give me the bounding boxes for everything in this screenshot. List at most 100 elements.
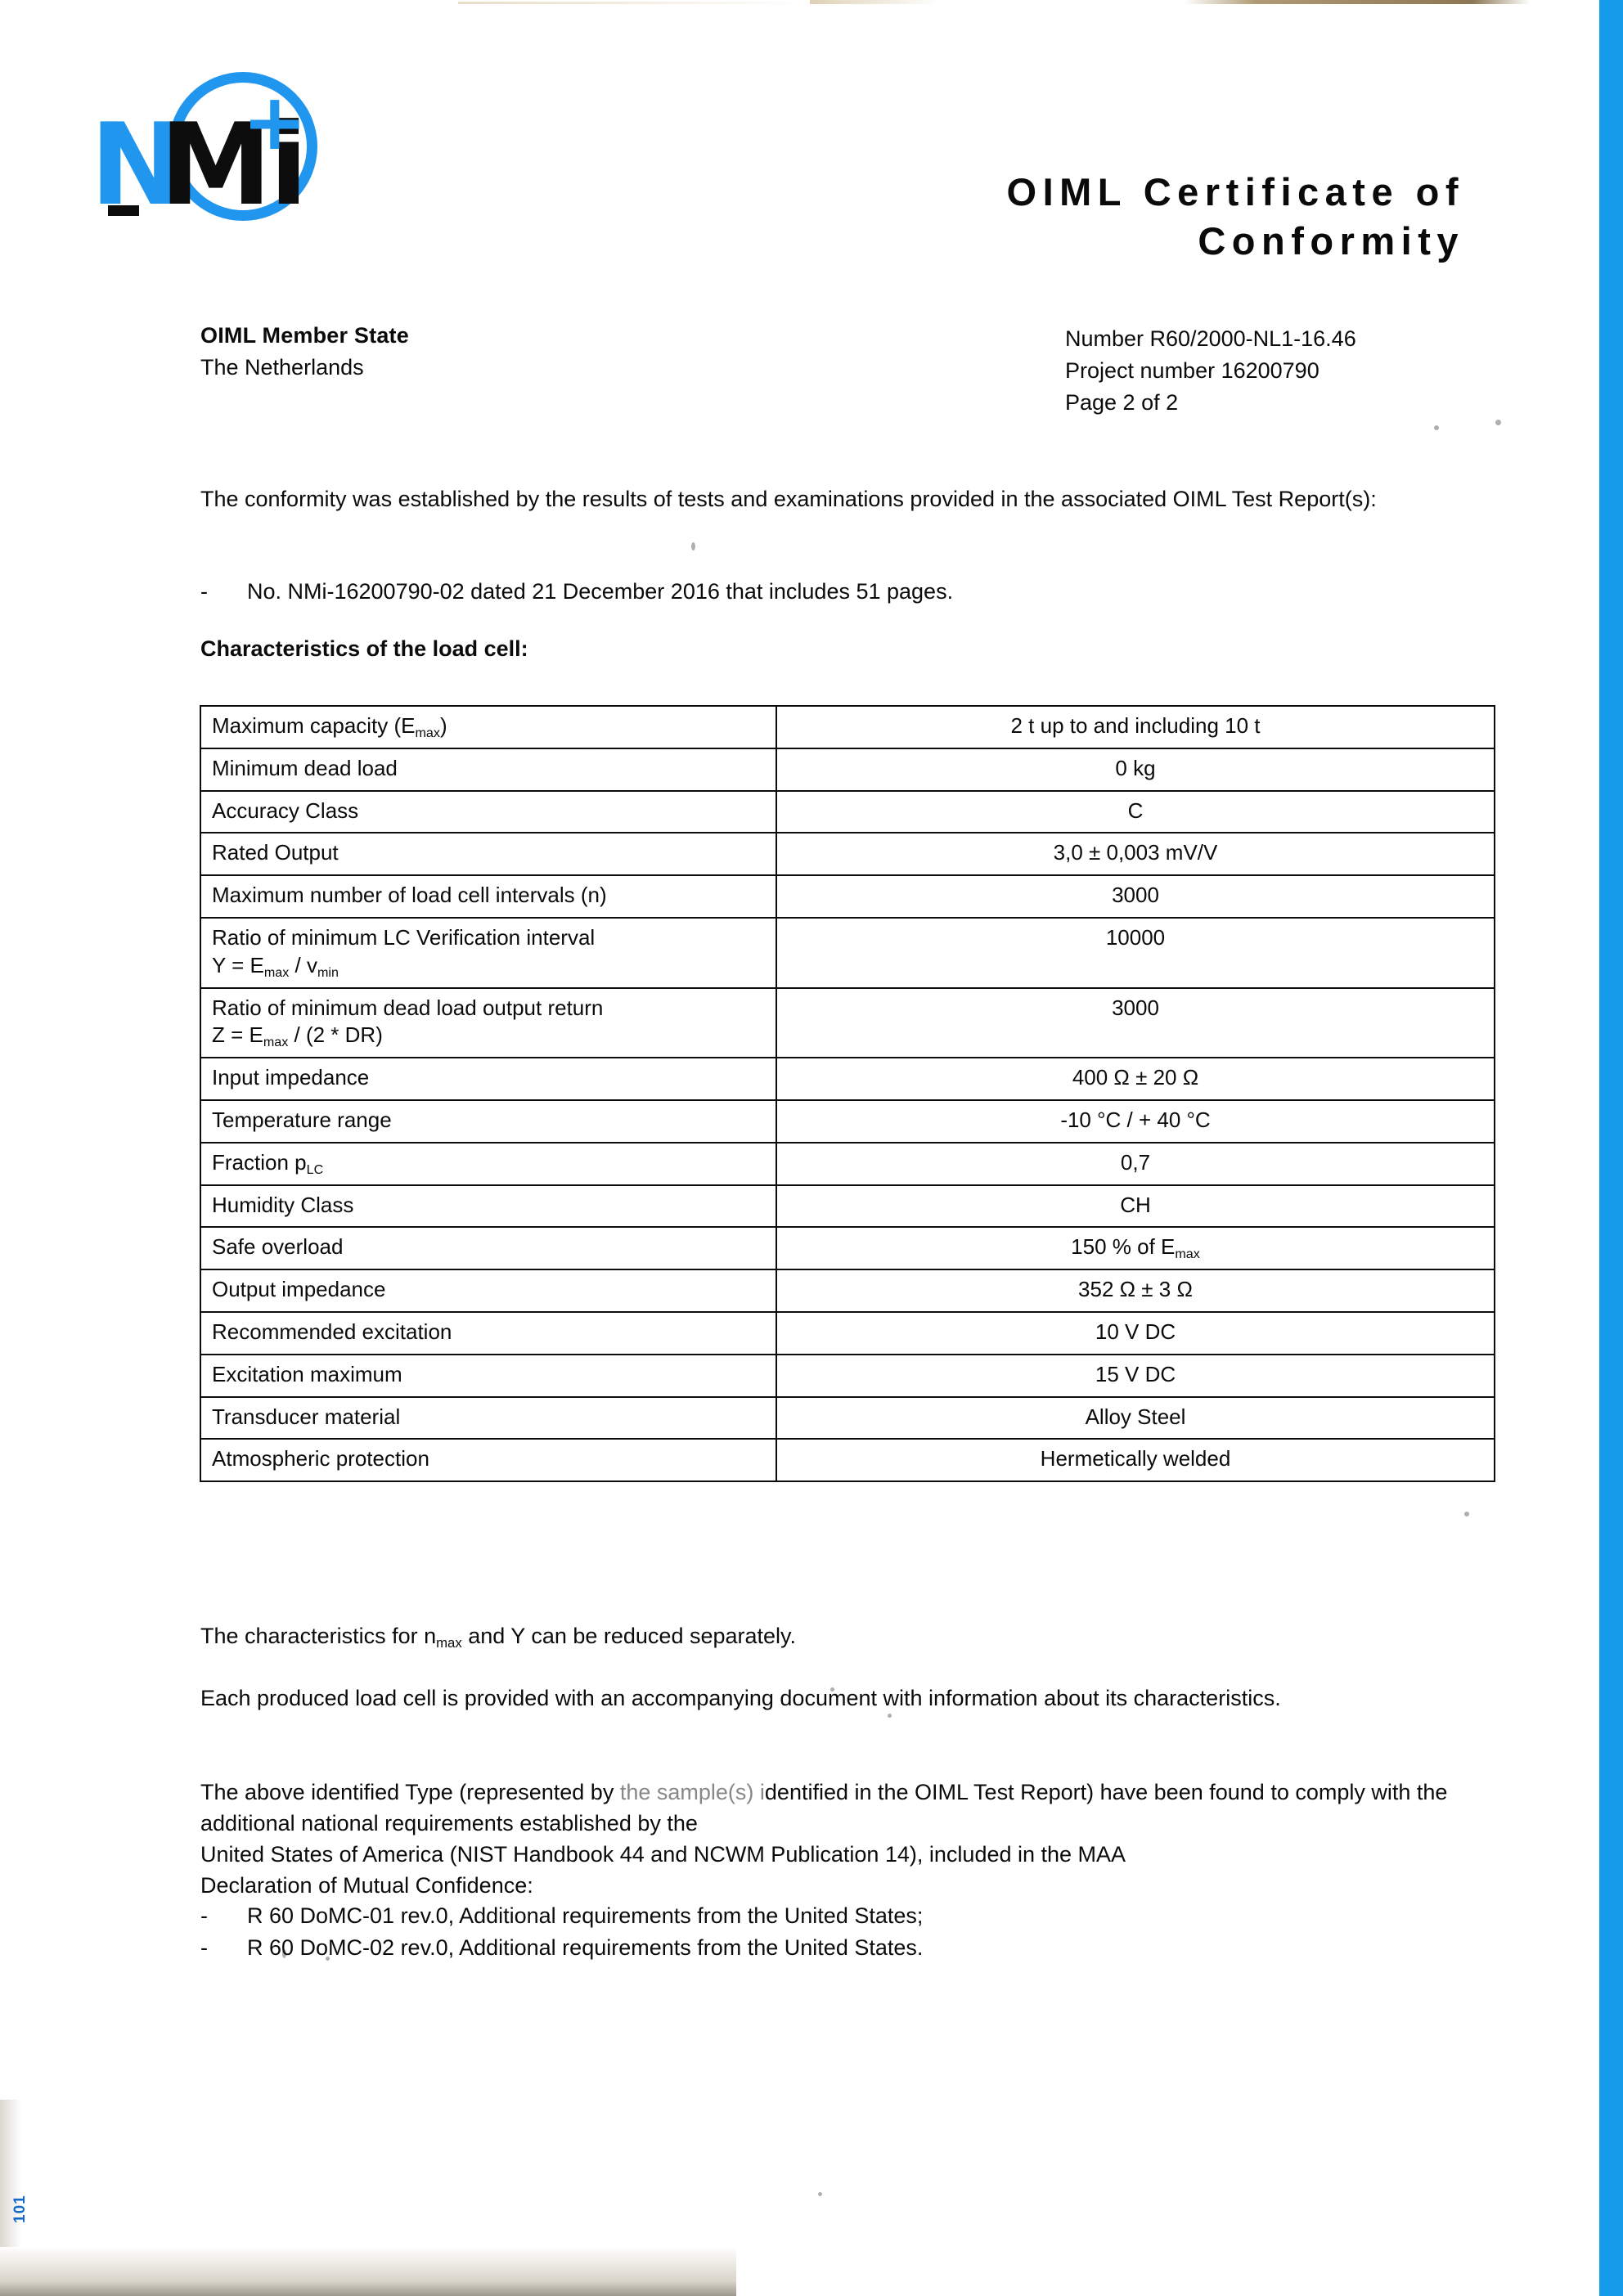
table-cell-value: 3,0 ± 0,003 mV/V bbox=[776, 832, 1495, 877]
list-dash: - bbox=[200, 1935, 208, 1961]
table-cell-characteristic: Fraction pLC bbox=[200, 1141, 777, 1186]
blue-edge-bar bbox=[1599, 0, 1623, 2296]
list-dash: - bbox=[200, 1903, 208, 1928]
table-cell-characteristic: Humidity Class bbox=[200, 1184, 777, 1229]
table-cell-characteristic: Rated Output bbox=[200, 832, 777, 877]
note-reduced-separately: The characteristics for nmax and Y can b… bbox=[200, 1621, 1436, 1652]
table-row: Ratio of minimum dead load output return… bbox=[200, 986, 1495, 1059]
note-reduced-pre: The characteristics for n bbox=[200, 1624, 437, 1648]
table-row: Humidity Class CH bbox=[200, 1184, 1495, 1229]
table-cell-value: Hermetically welded bbox=[776, 1438, 1495, 1483]
table-cell-value: 0,7 bbox=[776, 1141, 1495, 1186]
note-reduced-post: and Y can be reduced separately. bbox=[461, 1624, 797, 1648]
table-cell-value: -10 °C / + 40 °C bbox=[776, 1099, 1495, 1144]
table-cell-characteristic: Safe overload bbox=[200, 1226, 777, 1271]
table-row: Temperature range -10 °C / + 40 °C bbox=[200, 1099, 1495, 1144]
maa-line4: Declaration of Mutual Confidence: bbox=[200, 1873, 533, 1898]
maa-line2: found to comply with the additional nati… bbox=[200, 1780, 1448, 1836]
table-cell-characteristic: Minimum dead load bbox=[200, 747, 777, 792]
table-row: Output impedance 352 Ω ± 3 Ω bbox=[200, 1269, 1495, 1313]
scan-speck bbox=[818, 2192, 822, 2196]
table-row: Maximum capacity (Emax) 2 t up to and inc… bbox=[200, 705, 1495, 749]
table-cell-characteristic: Transducer material bbox=[200, 1395, 777, 1440]
table-cell-characteristic: Ratio of minimum LC Verification interva… bbox=[200, 916, 777, 989]
certificate-meta: Number R60/2000-NL1-16.46 Project number… bbox=[1065, 323, 1356, 419]
logo-letter-n: N bbox=[90, 99, 184, 231]
table-cell-characteristic: Temperature range bbox=[200, 1099, 777, 1144]
list-item: - R 60 DoMC-02 rev.0, Additional requirem… bbox=[200, 1932, 1452, 1964]
table-row: Recommended excitation 10 V DC bbox=[200, 1310, 1495, 1355]
table-cell-value: 10000 bbox=[776, 916, 1495, 989]
table-cell-characteristic: Ratio of minimum dead load output return… bbox=[200, 986, 777, 1059]
maa-item-2-text: R 60 DoMC-02 rev.0, Additional requireme… bbox=[247, 1935, 924, 1961]
maa-requirements-list: - R 60 DoMC-01 rev.0, Additional requirem… bbox=[200, 1900, 1452, 1964]
page-number: Page 2 of 2 bbox=[1065, 389, 1179, 415]
table-cell-characteristic: Accuracy Class bbox=[200, 789, 777, 834]
page-title: OIML Certificate of Conformity bbox=[573, 168, 1464, 266]
corner-page-mark: 101 bbox=[11, 2195, 29, 2223]
scan-speck bbox=[830, 1687, 834, 1692]
table-row: Rated Output 3,0 ± 0,003 mV/V bbox=[200, 832, 1495, 877]
table-row: Accuracy Class C bbox=[200, 789, 1495, 834]
table-cell-value: 10 V DC bbox=[776, 1310, 1495, 1355]
table-cell-value: 352 Ω ± 3 Ω bbox=[776, 1269, 1495, 1313]
scan-speck bbox=[282, 1949, 286, 1958]
member-state-label: OIML Member State bbox=[200, 323, 409, 348]
table-cell-characteristic: Input impedance bbox=[200, 1057, 777, 1101]
nmi-logo: N Mi + bbox=[90, 61, 317, 231]
note-accompanying-document: Each produced load cell is provided with… bbox=[200, 1686, 1281, 1710]
logo-dash-icon bbox=[108, 205, 139, 216]
maa-line1-faded-part: the sample(s) i bbox=[619, 1780, 765, 1804]
table-row: Excitation maximum 15 V DC bbox=[200, 1353, 1495, 1398]
scan-edge-artifact-top-secondary bbox=[458, 2, 810, 4]
page-shadow-bottom bbox=[0, 2247, 736, 2296]
table-cell-value: 150 % of Emax bbox=[776, 1226, 1495, 1271]
table-cell-value: CH bbox=[776, 1184, 1495, 1229]
list-item: - R 60 DoMC-01 rev.0, Additional requirem… bbox=[200, 1900, 1452, 1932]
table-cell-value: 3000 bbox=[776, 986, 1495, 1059]
member-state-value: The Netherlands bbox=[200, 355, 364, 380]
certificate-number: Number R60/2000-NL1-16.46 bbox=[1065, 326, 1356, 351]
project-number: Project number 16200790 bbox=[1065, 357, 1320, 383]
table-cell-characteristic: Maximum capacity (Emax) bbox=[200, 705, 777, 749]
scan-speck bbox=[1464, 1512, 1469, 1516]
scan-edge-artifact-top bbox=[810, 0, 1530, 4]
table-cell-characteristic: Recommended excitation bbox=[200, 1310, 777, 1355]
table-cell-value: 400 Ω ± 20 Ω bbox=[776, 1057, 1495, 1101]
table-cell-characteristic: Excitation maximum bbox=[200, 1353, 777, 1398]
test-report-text: No. NMi-16200790-02 dated 21 December 20… bbox=[247, 579, 954, 604]
scan-speck bbox=[1434, 425, 1439, 430]
scan-speck bbox=[326, 1957, 330, 1961]
table-row: Maximum number of load cell intervals (n… bbox=[200, 874, 1495, 919]
table-cell-characteristic: Output impedance bbox=[200, 1269, 777, 1313]
table-cell-value: 15 V DC bbox=[776, 1353, 1495, 1398]
page-title-line2: Conformity bbox=[1198, 219, 1464, 263]
logo-plus-icon: + bbox=[242, 78, 308, 168]
table-cell-value: Alloy Steel bbox=[776, 1395, 1495, 1440]
table-cell-characteristic: Atmospheric protection bbox=[200, 1438, 777, 1483]
maa-item-1-text: R 60 DoMC-01 rev.0, Additional requireme… bbox=[247, 1903, 924, 1928]
table-row: Input impedance 400 Ω ± 20 Ω bbox=[200, 1057, 1495, 1101]
maa-line1-part-b: dentified in the OIML Test Report) have … bbox=[764, 1780, 1203, 1804]
table-row: Minimum dead load 0 kg bbox=[200, 747, 1495, 792]
scan-speck bbox=[888, 1714, 892, 1718]
table-cell-value: 2 t up to and including 10 t bbox=[776, 705, 1495, 749]
scan-speck bbox=[691, 542, 695, 550]
table-row: Fraction pLC 0,7 bbox=[200, 1141, 1495, 1186]
scan-speck bbox=[1495, 420, 1501, 425]
intro-paragraph: The conformity was established by the re… bbox=[200, 487, 1377, 511]
page-shadow-left bbox=[0, 2100, 21, 2247]
table-row: Ratio of minimum LC Verification interva… bbox=[200, 916, 1495, 989]
list-dash: - bbox=[200, 579, 208, 604]
table-cell-value: 3000 bbox=[776, 874, 1495, 919]
table-row: Safe overload 150 % of Emax bbox=[200, 1226, 1495, 1271]
maa-paragraph: The above identified Type (represented b… bbox=[200, 1777, 1452, 1901]
blue-edge-bar-gap bbox=[1596, 0, 1599, 2296]
page-title-line1: OIML Certificate of bbox=[1006, 170, 1464, 213]
maa-line1-part-a: The above identified Type (represented b… bbox=[200, 1780, 620, 1804]
table-cell-value: 0 kg bbox=[776, 747, 1495, 792]
section-heading-characteristics: Characteristics of the load cell: bbox=[200, 636, 528, 661]
table-cell-value: C bbox=[776, 789, 1495, 834]
note-reduced-subscript: max bbox=[436, 1635, 462, 1651]
